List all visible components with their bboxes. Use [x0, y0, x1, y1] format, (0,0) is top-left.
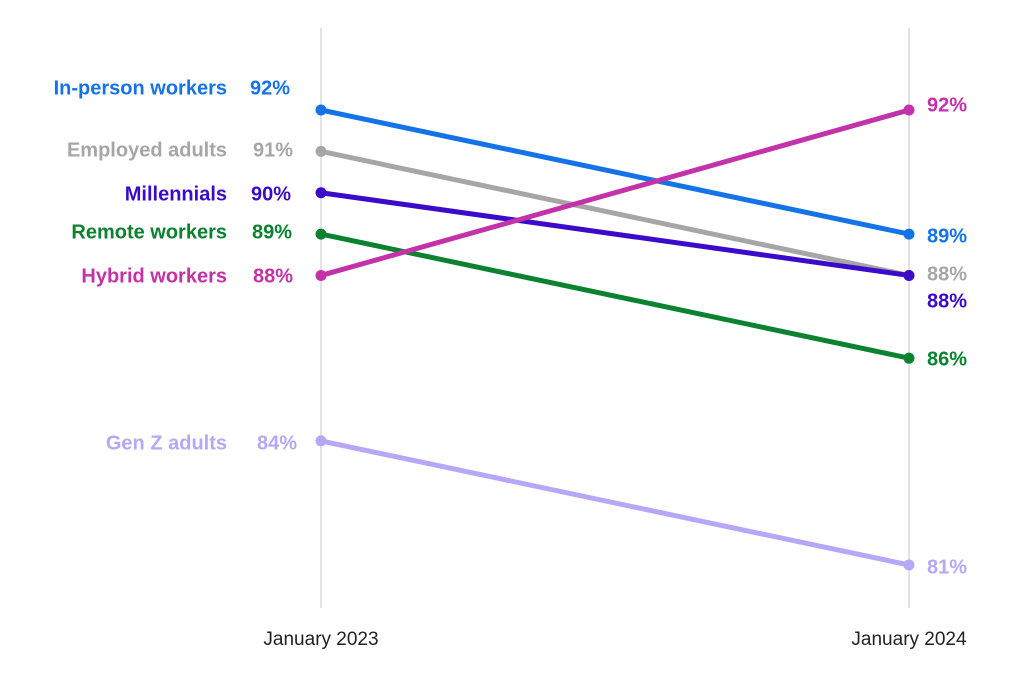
point-gen-z-adults-start: [315, 435, 327, 447]
point-hybrid-workers-end: [903, 104, 915, 116]
point-millennials-end: [903, 269, 915, 281]
series-name-hybrid-workers: Hybrid workers: [81, 265, 227, 287]
series-name-employed-adults: Employed adults: [67, 139, 227, 161]
series-name-millennials: Millennials: [125, 183, 227, 205]
point-remote-workers-end: [903, 352, 915, 364]
point-employed-adults-start: [315, 145, 327, 157]
value-label-gen-z-adults-end: 81%: [927, 556, 967, 578]
point-in-person-workers-end: [903, 228, 915, 240]
value-label-remote-workers-end: 86%: [927, 348, 967, 370]
value-label-gen-z-adults-start: 84%: [257, 432, 297, 454]
point-in-person-workers-start: [315, 104, 327, 116]
series-name-remote-workers: Remote workers: [71, 221, 227, 243]
value-label-millennials-end: 88%: [927, 290, 967, 312]
series-name-gen-z-adults: Gen Z adults: [106, 432, 227, 454]
value-label-remote-workers-start: 89%: [252, 221, 292, 243]
x-tick-label-start: January 2023: [263, 629, 378, 650]
series-line-in-person-workers: [318, 107, 912, 237]
series-line-millennials: [318, 190, 912, 278]
value-label-hybrid-workers-start: 88%: [253, 265, 293, 287]
value-label-in-person-workers-start: 92%: [250, 77, 290, 99]
value-label-employed-adults-start: 91%: [253, 139, 293, 161]
value-label-hybrid-workers-end: 92%: [927, 94, 967, 116]
vertical-guides: [320, 28, 910, 608]
point-hybrid-workers-start: [315, 269, 327, 281]
series-line-employed-adults: [318, 148, 912, 278]
series-line-remote-workers: [318, 231, 912, 361]
value-label-in-person-workers-end: 89%: [927, 225, 967, 247]
series-line-hybrid-workers: [318, 107, 912, 278]
x-axis: January 2023 January 2024: [263, 629, 967, 650]
series-points: [315, 104, 915, 571]
point-remote-workers-start: [315, 228, 327, 240]
point-millennials-start: [315, 187, 327, 199]
value-label-millennials-start: 90%: [251, 183, 291, 205]
value-label-employed-adults-end: 88%: [927, 263, 967, 285]
x-tick-label-end: January 2024: [851, 629, 967, 650]
series-line-gen-z-adults: [318, 438, 912, 568]
series-labels: In-person workers 92% 89% Employed adults 91…: [54, 77, 968, 578]
series-lines: [318, 107, 912, 568]
point-gen-z-adults-end: [903, 559, 915, 571]
series-name-in-person-workers: In-person workers: [54, 77, 227, 99]
